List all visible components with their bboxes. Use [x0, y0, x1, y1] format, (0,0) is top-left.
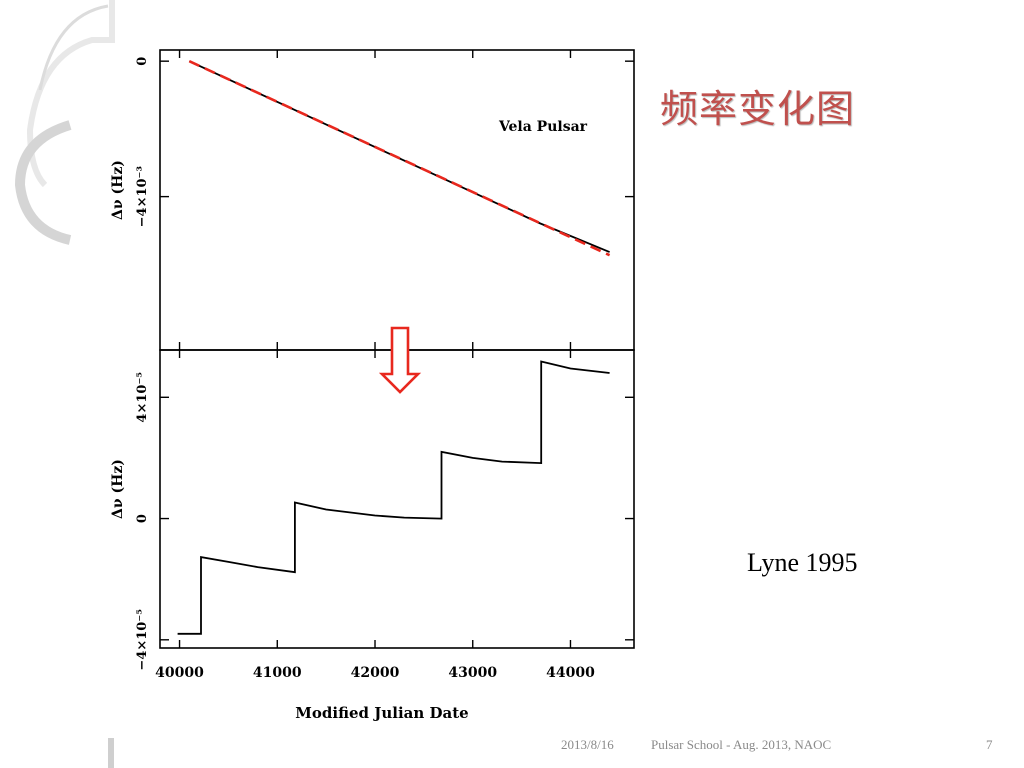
x-tick-label: 41000 — [253, 665, 302, 681]
slide-title: 频率变化图 — [660, 87, 856, 131]
x-tick-label: 43000 — [448, 665, 497, 681]
footer-date: 2013/8/16 — [561, 737, 614, 752]
y-tick-label: −4×10⁻⁵ — [135, 609, 150, 671]
y-tick-label: 0 — [135, 57, 150, 66]
x-tick-label: 42000 — [351, 665, 400, 681]
y-tick-label: 0 — [135, 514, 150, 523]
x-tick-label: 44000 — [546, 665, 595, 681]
footer-event: Pulsar School - Aug. 2013, NAOC — [651, 737, 832, 752]
series-line-top-dashed — [188, 60, 611, 257]
chart-annotation: Vela Pulsar — [498, 119, 588, 135]
y-axis-label: Δν (Hz) — [110, 459, 126, 519]
down-arrow-icon — [378, 326, 422, 394]
footer-page-number: 7 — [986, 737, 993, 752]
footer-accent-bar — [108, 738, 114, 768]
x-tick-label: 40000 — [155, 665, 204, 681]
panel-frame-bottom — [159, 349, 635, 649]
x-axis-label: Modified Julian Date — [295, 704, 468, 722]
y-axis-label: Δν (Hz) — [110, 160, 126, 220]
panel-frame-top — [159, 49, 635, 351]
y-tick-label: 4×10⁻⁵ — [135, 372, 150, 423]
citation-text: Lyne 1995 — [747, 548, 858, 577]
y-tick-label: −4×10⁻³ — [135, 166, 150, 228]
series-line-bottom-solid — [177, 360, 610, 635]
vela-pulsar-chart: 0 −4×10⁻³ Δν (Hz) 4×10⁻⁵ 0 −4×10⁻⁵ Δν (Hz) 4000… — [110, 49, 635, 722]
decorative-rings — [14, 0, 115, 245]
